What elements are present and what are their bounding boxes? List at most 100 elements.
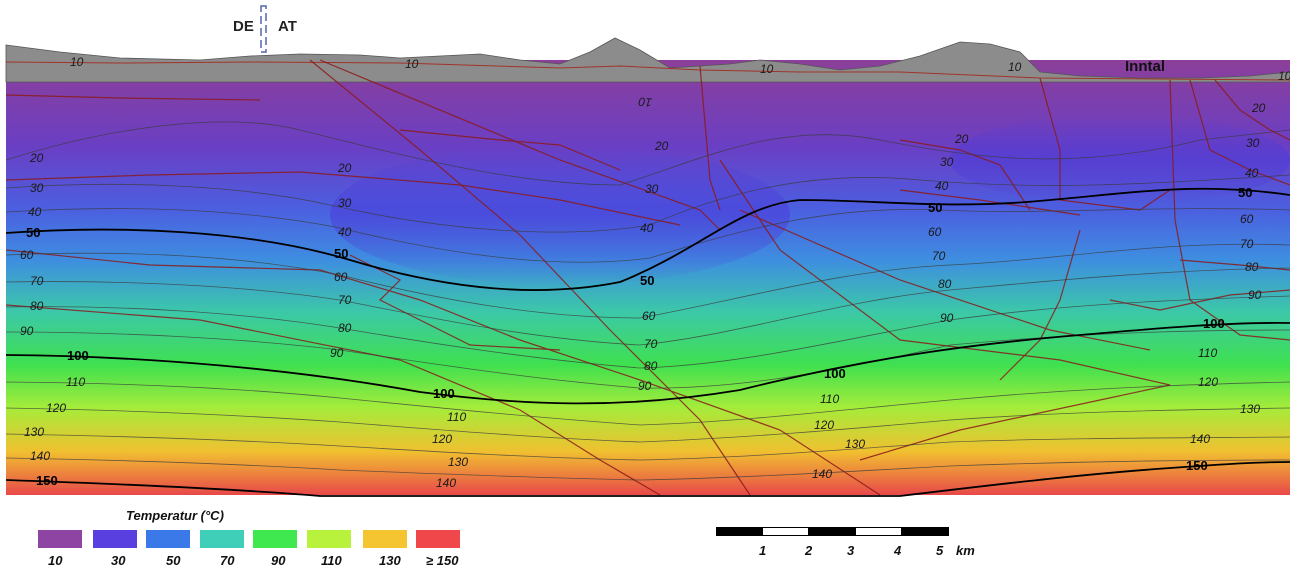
iso-label-bold: 50 — [1238, 185, 1252, 200]
iso-label: 70 — [932, 249, 946, 263]
legend-swatch — [307, 530, 351, 548]
iso-label-bold: 50 — [26, 225, 40, 240]
iso-label: 10 — [1008, 60, 1022, 74]
iso-label-bold: 150 — [1186, 458, 1208, 473]
iso-label: 120 — [432, 432, 452, 446]
legend-label: 30 — [111, 553, 126, 568]
legend-label: 10 — [48, 553, 63, 568]
iso-label: 60 — [928, 225, 942, 239]
iso-label: 120 — [814, 418, 834, 432]
scale-segment — [716, 527, 762, 536]
iso-label: 30 — [30, 181, 44, 195]
iso-label: 70 — [338, 293, 352, 307]
iso-label: 40 — [1245, 166, 1259, 180]
label-inntal: Inntal — [1125, 58, 1165, 75]
isotherm-100 — [5, 321, 1290, 405]
legend-label: 70 — [220, 553, 235, 568]
isotherms-bold — [5, 187, 1290, 497]
iso-label: 140 — [812, 467, 832, 481]
iso-label: 90 — [330, 346, 344, 360]
iso-label-bold: 100 — [433, 386, 455, 401]
iso-label: 110 — [447, 410, 466, 424]
iso-label: 10 — [760, 62, 774, 76]
scale-tick: 2 — [805, 543, 813, 558]
iso-label: 80 — [1245, 260, 1259, 274]
iso-label-bold: 100 — [824, 366, 846, 381]
iso-label: 20 — [337, 161, 352, 175]
scale-unit: km — [956, 543, 975, 558]
legend-label: 110 — [321, 553, 342, 568]
scale-segment — [902, 527, 949, 536]
iso-label: 130 — [845, 437, 865, 451]
iso-label: 40 — [935, 179, 949, 193]
iso-label: 90 — [940, 311, 954, 325]
legend-swatch — [93, 530, 137, 548]
iso-label: 90 — [1248, 288, 1262, 302]
legend-swatch — [200, 530, 244, 548]
terrain-profile — [5, 37, 1290, 83]
legend-title: Temperatur (°C) — [126, 508, 224, 523]
iso-label: 10 — [405, 57, 419, 71]
iso-label: 30 — [645, 182, 659, 196]
iso-label: 40 — [640, 221, 654, 235]
label-country-at: AT — [278, 18, 297, 35]
isotherms-thin — [5, 121, 1290, 481]
legend-swatch — [38, 530, 82, 548]
scale-tick: 3 — [847, 543, 855, 558]
ground-surface — [5, 61, 1290, 81]
iso-label: 60 — [642, 309, 656, 323]
legend-swatch — [363, 530, 407, 548]
iso-label: 20 — [1251, 101, 1266, 115]
iso-label: 130 — [1240, 402, 1260, 416]
iso-label: 140 — [436, 476, 456, 490]
iso-label: 110 — [1198, 346, 1217, 360]
iso-label: 60 — [1240, 212, 1254, 226]
iso-label: 60 — [20, 248, 34, 262]
iso-label: 80 — [938, 277, 952, 291]
isotherm-50 — [5, 187, 1290, 291]
iso-label: 90 — [20, 324, 34, 338]
iso-label: 30 — [1246, 136, 1260, 150]
iso-label: 10 — [638, 94, 653, 109]
iso-label: 130 — [24, 425, 44, 439]
legend-label: ≥ 150 — [426, 553, 459, 568]
fault-lines — [5, 59, 1290, 496]
legend-swatch — [146, 530, 190, 548]
iso-label: 70 — [644, 337, 658, 351]
iso-label: 20 — [654, 139, 669, 153]
iso-label: 70 — [1240, 237, 1254, 251]
scale-tick: 4 — [894, 543, 902, 558]
geological-cross-section: DE AT Inntal 10 10 10 10 10 10 20 20 20 … — [5, 5, 1290, 497]
iso-label: 140 — [30, 449, 50, 463]
scale-tick: 1 — [759, 543, 767, 558]
iso-label: 20 — [29, 151, 44, 165]
iso-label: 110 — [66, 375, 85, 389]
iso-label: 80 — [30, 299, 44, 313]
isotherm-150 — [5, 461, 1290, 497]
iso-label: 40 — [28, 205, 42, 219]
iso-label-bold: 50 — [334, 246, 348, 261]
cool-anomaly — [330, 145, 790, 285]
iso-label: 20 — [954, 132, 969, 146]
scale-segment — [762, 527, 809, 536]
iso-label-bold: 150 — [36, 473, 58, 488]
iso-label-bold: 50 — [928, 200, 942, 215]
cool-anomaly-east — [950, 115, 1290, 205]
iso-label: 110 — [820, 392, 839, 406]
temperature-legend: Temperatur (°C) 10 30 50 70 90 110 130 ≥ 150 — [38, 508, 468, 568]
label-country-de: DE — [233, 18, 254, 35]
iso-label: 40 — [338, 225, 352, 239]
iso-label: 80 — [338, 321, 352, 335]
iso-label: 90 — [638, 379, 652, 393]
scale-bar: 1 2 3 4 5 km — [716, 527, 1016, 567]
iso-label: 80 — [644, 359, 658, 373]
legend-swatch — [253, 530, 297, 548]
iso-label: 140 — [1190, 432, 1210, 446]
scale-segment — [809, 527, 855, 536]
iso-label: 120 — [1198, 375, 1218, 389]
iso-label: 60 — [334, 270, 348, 284]
legend-label: 50 — [166, 553, 181, 568]
border-marker — [260, 5, 267, 53]
scale-segment — [855, 527, 902, 536]
scale-tick: 5 — [936, 543, 944, 558]
